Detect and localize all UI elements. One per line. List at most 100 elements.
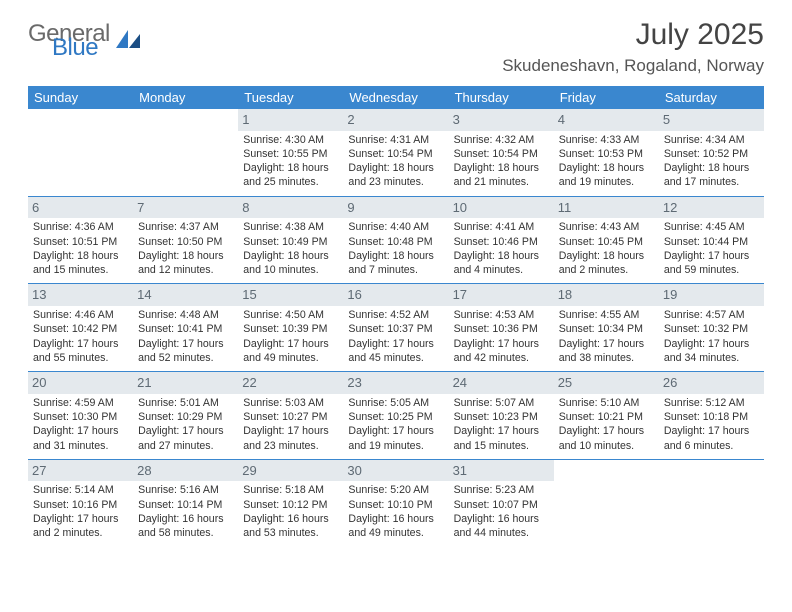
sunset-line: Sunset: 10:23 PM xyxy=(454,410,549,424)
day-number: 29 xyxy=(238,460,343,482)
day-number: 12 xyxy=(659,197,764,219)
day-number: 19 xyxy=(659,284,764,306)
daylight-line: Daylight: 16 hours and 58 minutes. xyxy=(138,512,233,541)
calendar-week: 27Sunrise: 5:14 AMSunset: 10:16 PMDaylig… xyxy=(28,459,764,546)
sunset-line: Sunset: 10:52 PM xyxy=(664,147,759,161)
calendar-cell: 18Sunrise: 4:55 AMSunset: 10:34 PMDaylig… xyxy=(554,284,659,372)
sunset-line: Sunset: 10:34 PM xyxy=(559,322,654,336)
sunset-line: Sunset: 10:18 PM xyxy=(664,410,759,424)
calendar-cell: 22Sunrise: 5:03 AMSunset: 10:27 PMDaylig… xyxy=(238,372,343,460)
daylight-line: Daylight: 17 hours and 15 minutes. xyxy=(454,424,549,453)
calendar-cell: 19Sunrise: 4:57 AMSunset: 10:32 PMDaylig… xyxy=(659,284,764,372)
sunrise-line: Sunrise: 4:52 AM xyxy=(348,308,443,322)
sunset-line: Sunset: 10:27 PM xyxy=(243,410,338,424)
day-number: 25 xyxy=(554,372,659,394)
calendar-cell: 3Sunrise: 4:32 AMSunset: 10:54 PMDayligh… xyxy=(449,109,554,196)
sunrise-line: Sunrise: 4:55 AM xyxy=(559,308,654,322)
sunset-line: Sunset: 10:44 PM xyxy=(664,235,759,249)
calendar-cell: 28Sunrise: 5:16 AMSunset: 10:14 PMDaylig… xyxy=(133,459,238,546)
day-number: 5 xyxy=(659,109,764,131)
calendar-cell: 17Sunrise: 4:53 AMSunset: 10:36 PMDaylig… xyxy=(449,284,554,372)
weekday-header: Tuesday xyxy=(238,86,343,109)
calendar-cell: 31Sunrise: 5:23 AMSunset: 10:07 PMDaylig… xyxy=(449,459,554,546)
sunrise-line: Sunrise: 4:45 AM xyxy=(664,220,759,234)
daylight-line: Daylight: 17 hours and 2 minutes. xyxy=(33,512,128,541)
sail-icon xyxy=(116,30,140,48)
sunrise-line: Sunrise: 4:57 AM xyxy=(664,308,759,322)
day-number: 1 xyxy=(238,109,343,131)
day-number: 2 xyxy=(343,109,448,131)
sunset-line: Sunset: 10:10 PM xyxy=(348,498,443,512)
day-number: 4 xyxy=(554,109,659,131)
day-number: 3 xyxy=(449,109,554,131)
calendar-cell: 12Sunrise: 4:45 AMSunset: 10:44 PMDaylig… xyxy=(659,196,764,284)
sunset-line: Sunset: 10:39 PM xyxy=(243,322,338,336)
day-number: 11 xyxy=(554,197,659,219)
daylight-line: Daylight: 18 hours and 12 minutes. xyxy=(138,249,233,278)
sunset-line: Sunset: 10:07 PM xyxy=(454,498,549,512)
daylight-line: Daylight: 17 hours and 59 minutes. xyxy=(664,249,759,278)
weekday-header: Friday xyxy=(554,86,659,109)
daylight-line: Daylight: 18 hours and 10 minutes. xyxy=(243,249,338,278)
sunrise-line: Sunrise: 5:01 AM xyxy=(138,396,233,410)
sunrise-line: Sunrise: 4:43 AM xyxy=(559,220,654,234)
daylight-line: Daylight: 18 hours and 7 minutes. xyxy=(348,249,443,278)
daylight-line: Daylight: 17 hours and 27 minutes. xyxy=(138,424,233,453)
day-number: 31 xyxy=(449,460,554,482)
daylight-line: Daylight: 17 hours and 6 minutes. xyxy=(664,424,759,453)
sunrise-line: Sunrise: 4:37 AM xyxy=(138,220,233,234)
day-number: 27 xyxy=(28,460,133,482)
sunrise-line: Sunrise: 5:23 AM xyxy=(454,483,549,497)
sunset-line: Sunset: 10:29 PM xyxy=(138,410,233,424)
calendar-cell: 24Sunrise: 5:07 AMSunset: 10:23 PMDaylig… xyxy=(449,372,554,460)
sunset-line: Sunset: 10:53 PM xyxy=(559,147,654,161)
sunrise-line: Sunrise: 5:05 AM xyxy=(348,396,443,410)
calendar-cell: 9Sunrise: 4:40 AMSunset: 10:48 PMDayligh… xyxy=(343,196,448,284)
weekday-header: Sunday xyxy=(28,86,133,109)
calendar-cell-empty xyxy=(659,459,764,546)
calendar-body: 1Sunrise: 4:30 AMSunset: 10:55 PMDayligh… xyxy=(28,109,764,547)
daylight-line: Daylight: 16 hours and 44 minutes. xyxy=(454,512,549,541)
calendar-cell: 30Sunrise: 5:20 AMSunset: 10:10 PMDaylig… xyxy=(343,459,448,546)
daylight-line: Daylight: 18 hours and 25 minutes. xyxy=(243,161,338,190)
sunset-line: Sunset: 10:25 PM xyxy=(348,410,443,424)
sunset-line: Sunset: 10:49 PM xyxy=(243,235,338,249)
calendar-cell: 1Sunrise: 4:30 AMSunset: 10:55 PMDayligh… xyxy=(238,109,343,196)
sunset-line: Sunset: 10:41 PM xyxy=(138,322,233,336)
sunset-line: Sunset: 10:21 PM xyxy=(559,410,654,424)
sunrise-line: Sunrise: 4:40 AM xyxy=(348,220,443,234)
calendar-cell: 14Sunrise: 4:48 AMSunset: 10:41 PMDaylig… xyxy=(133,284,238,372)
sunrise-line: Sunrise: 4:46 AM xyxy=(33,308,128,322)
weekday-header: Monday xyxy=(133,86,238,109)
sunrise-line: Sunrise: 4:48 AM xyxy=(138,308,233,322)
title-block: July 2025 Skudeneshavn, Rogaland, Norway xyxy=(502,18,764,76)
daylight-line: Daylight: 18 hours and 21 minutes. xyxy=(454,161,549,190)
sunset-line: Sunset: 10:16 PM xyxy=(33,498,128,512)
sunrise-line: Sunrise: 4:50 AM xyxy=(243,308,338,322)
daylight-line: Daylight: 18 hours and 23 minutes. xyxy=(348,161,443,190)
sunset-line: Sunset: 10:30 PM xyxy=(33,410,128,424)
sunset-line: Sunset: 10:54 PM xyxy=(348,147,443,161)
sunrise-line: Sunrise: 5:14 AM xyxy=(33,483,128,497)
logo-word-blue: Blue xyxy=(52,38,110,58)
daylight-line: Daylight: 16 hours and 49 minutes. xyxy=(348,512,443,541)
daylight-line: Daylight: 18 hours and 4 minutes. xyxy=(454,249,549,278)
sunrise-line: Sunrise: 5:18 AM xyxy=(243,483,338,497)
day-number: 16 xyxy=(343,284,448,306)
day-number: 30 xyxy=(343,460,448,482)
daylight-line: Daylight: 17 hours and 38 minutes. xyxy=(559,337,654,366)
weekday-header: Wednesday xyxy=(343,86,448,109)
day-number: 8 xyxy=(238,197,343,219)
calendar-cell: 21Sunrise: 5:01 AMSunset: 10:29 PMDaylig… xyxy=(133,372,238,460)
day-number: 10 xyxy=(449,197,554,219)
calendar-week: 6Sunrise: 4:36 AMSunset: 10:51 PMDayligh… xyxy=(28,196,764,284)
sunset-line: Sunset: 10:32 PM xyxy=(664,322,759,336)
calendar-cell: 20Sunrise: 4:59 AMSunset: 10:30 PMDaylig… xyxy=(28,372,133,460)
calendar-cell: 27Sunrise: 5:14 AMSunset: 10:16 PMDaylig… xyxy=(28,459,133,546)
location: Skudeneshavn, Rogaland, Norway xyxy=(502,56,764,76)
sunrise-line: Sunrise: 5:16 AM xyxy=(138,483,233,497)
calendar-cell: 13Sunrise: 4:46 AMSunset: 10:42 PMDaylig… xyxy=(28,284,133,372)
sunrise-line: Sunrise: 5:10 AM xyxy=(559,396,654,410)
sunrise-line: Sunrise: 4:34 AM xyxy=(664,133,759,147)
daylight-line: Daylight: 17 hours and 49 minutes. xyxy=(243,337,338,366)
